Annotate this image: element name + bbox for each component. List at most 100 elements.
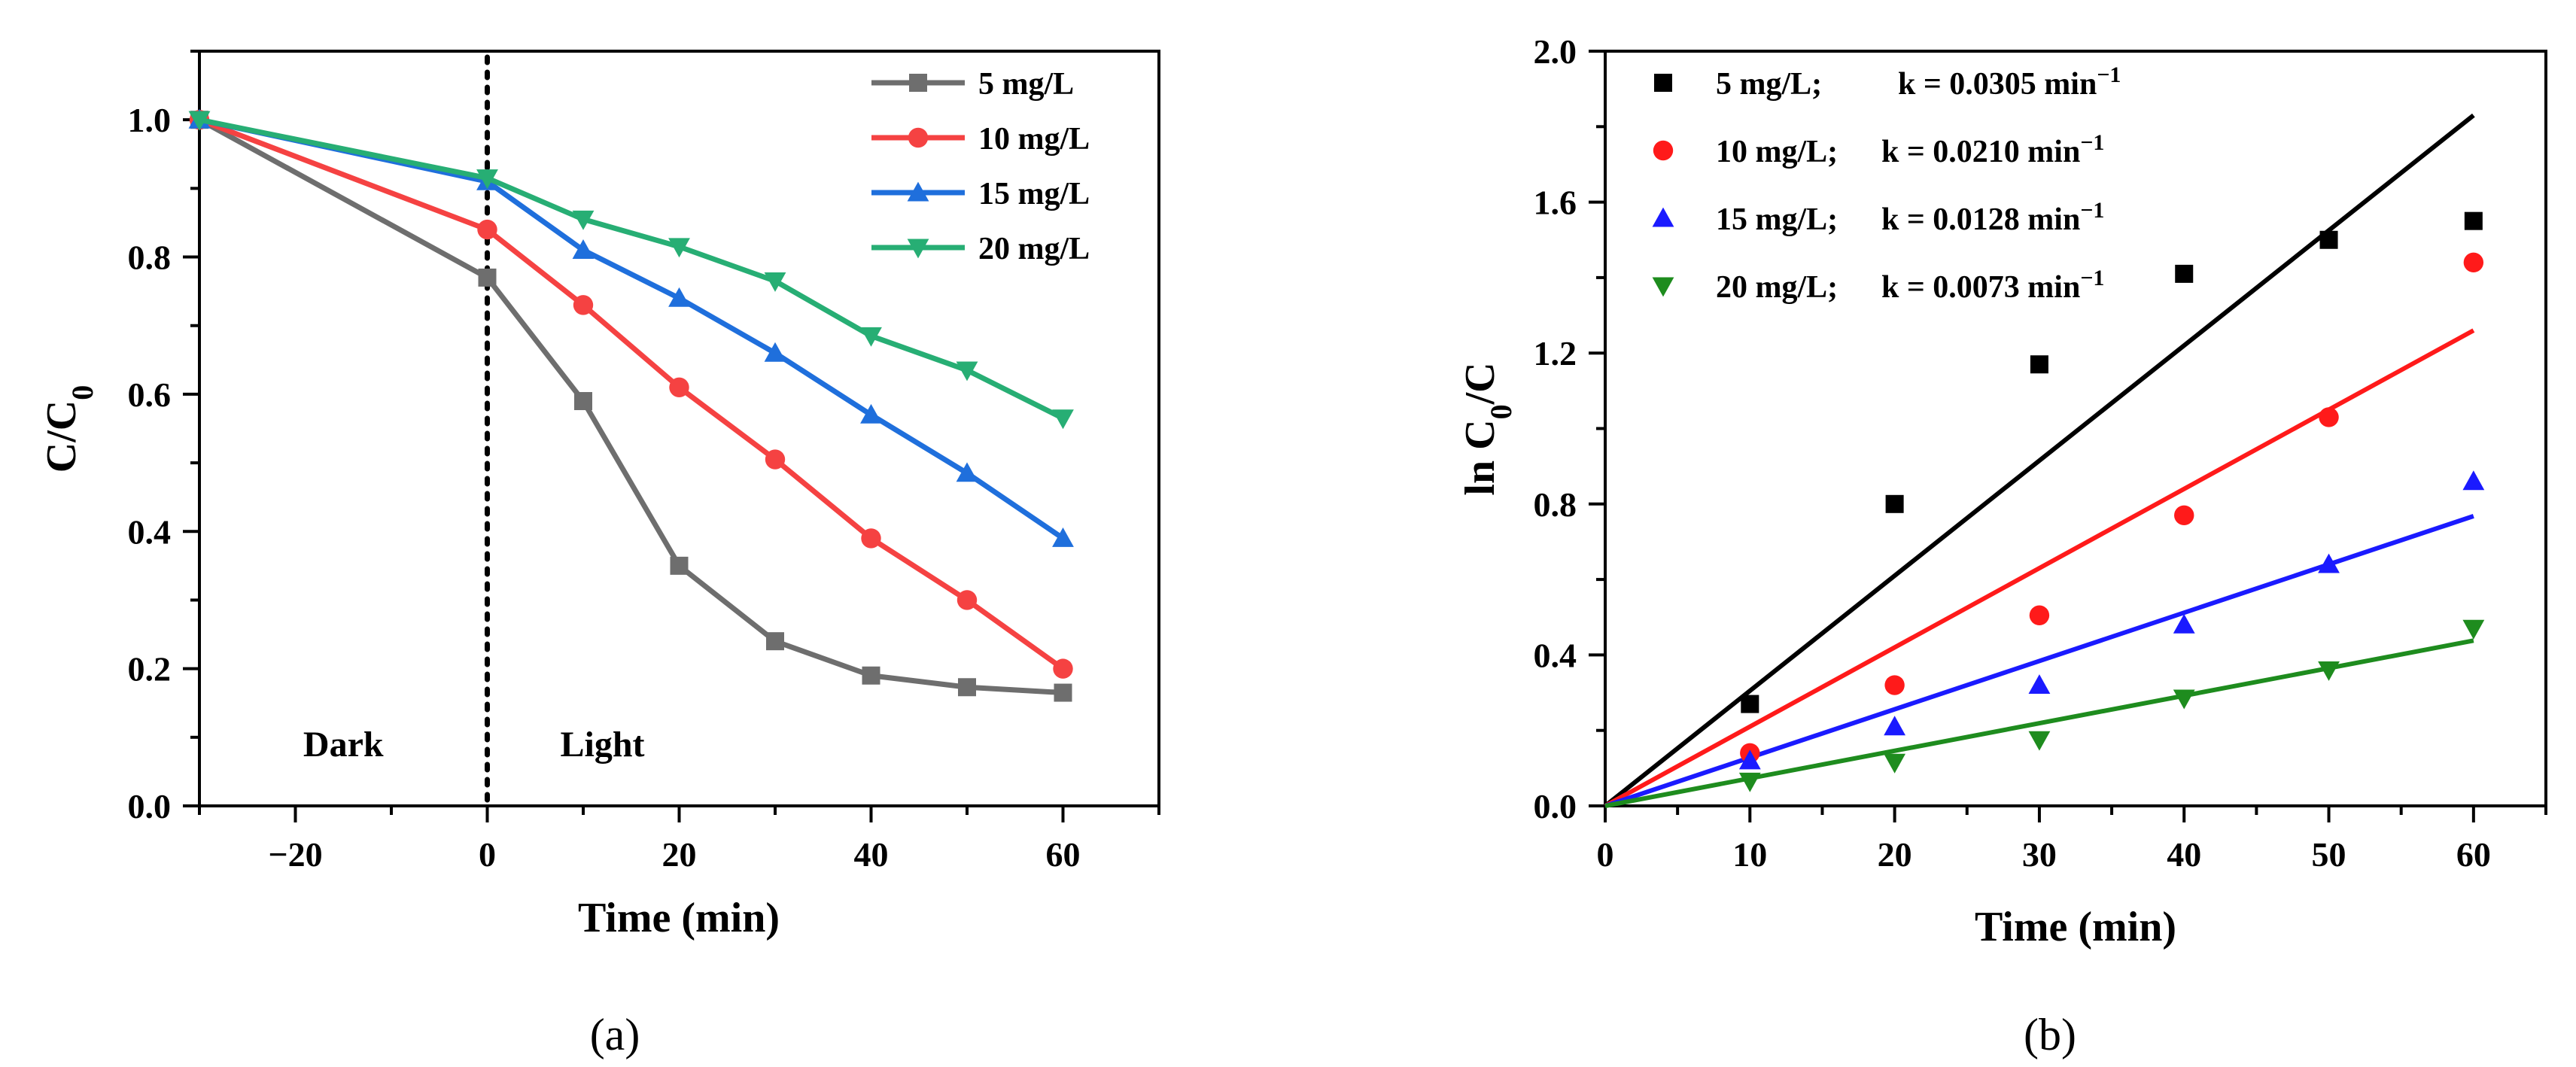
data-point-a	[860, 403, 882, 424]
panel-b: 0 10 20 30 40 50 60 0.0 0.4 0.8 1.2 1.6 2.0 5 mg/L; k…	[1457, 32, 2547, 1059]
y-tick-label-b: 0.8	[1534, 485, 1577, 524]
data-point-b	[2319, 407, 2339, 427]
data-point-a	[1052, 527, 1074, 547]
x-tick-label-b: 10	[1732, 835, 1767, 874]
plot-frame-a	[198, 50, 1160, 807]
x-axis-title-b: Time (min)	[1975, 904, 2176, 950]
data-point-a	[956, 361, 978, 382]
y-axis-title-b-sub: 0	[1484, 404, 1518, 419]
fit-line-b	[1604, 638, 2474, 808]
x-tick-label-a: −20	[268, 835, 322, 874]
y-axis-title-a: C/C0	[38, 385, 99, 473]
legend-k-exp-b: −1	[2097, 62, 2121, 87]
legend-a: 5 mg/L 10 mg/L 15 mg/L 20 mg/L	[871, 67, 1090, 266]
data-point-a	[670, 556, 689, 575]
legend-marker-a	[908, 127, 929, 148]
data-point-b	[2462, 619, 2485, 640]
data-point-b	[2029, 605, 2050, 625]
y-axis-title-b-main: ln C	[1457, 419, 1504, 495]
data-point-a	[764, 272, 786, 292]
y-tick-label-b: 0.0	[1534, 787, 1577, 825]
y-tick-label-a: 0.0	[128, 787, 172, 825]
series-line-a	[198, 117, 1065, 671]
data-point-b	[2028, 731, 2051, 751]
data-point-b	[1885, 494, 1904, 513]
legend-k-b: k = 0.0305 min−1	[1898, 62, 2121, 102]
legend-marker-b	[1654, 74, 1672, 92]
series-line-a	[199, 117, 1065, 421]
series-line-a	[199, 117, 1065, 541]
x-axis-title-a: Time (min)	[578, 895, 780, 941]
data-point-b	[2173, 613, 2195, 634]
data-point-a	[1052, 409, 1074, 430]
y-tick-label-a: 0.8	[128, 239, 172, 277]
data-point-b	[2319, 230, 2338, 249]
data-point-b	[2174, 505, 2194, 526]
legend-label-b: 20 mg/L;	[1716, 270, 1838, 305]
fit-line-b	[1604, 514, 2474, 808]
tick-marks-b	[1589, 50, 2547, 822]
y-axis-title-b: ln C0/C	[1457, 362, 1518, 495]
y-axis-title-b-tail: /C	[1457, 362, 1504, 405]
data-point-a	[862, 666, 880, 685]
data-point-a	[764, 342, 786, 362]
legend-label-a: 5 mg/L	[978, 67, 1074, 102]
series-line-a	[198, 117, 1063, 696]
data-point-a	[1053, 658, 1073, 679]
y-axis-title-a-main: C/C	[38, 400, 85, 473]
legend-marker-a	[909, 74, 927, 92]
caption-b: (b)	[2024, 1010, 2076, 1059]
x-tick-label-b: 50	[2312, 835, 2346, 874]
legend-marker-b	[1653, 140, 1674, 161]
y-tick-label-b: 2.0	[1534, 32, 1577, 71]
data-point-a	[188, 111, 211, 131]
legend-k-b: k = 0.0210 min−1	[1881, 130, 2104, 170]
y-axis-title-a-sub: 0	[65, 385, 99, 400]
x-tick-label-a: 60	[1046, 835, 1081, 874]
legend-k-exp-b: −1	[2080, 130, 2104, 155]
y-tick-label-a: 0.2	[128, 650, 172, 689]
data-point-a	[1054, 683, 1072, 702]
data-point-a	[573, 295, 594, 315]
tick-labels-a: −20 0 20 40 60 0.0 0.2 0.4 0.6 0.8 1.0	[128, 101, 1081, 874]
data-point-a	[574, 392, 592, 411]
data-point-a	[668, 287, 690, 307]
data-point-b	[2175, 264, 2194, 283]
y-tick-label-b: 1.6	[1534, 184, 1577, 222]
y-tick-label-a: 0.4	[128, 512, 172, 551]
data-point-b	[1741, 695, 1759, 713]
series-a	[188, 108, 1074, 702]
data-point-a	[958, 678, 976, 697]
legend-marker-a	[907, 181, 929, 202]
data-point-b	[1738, 749, 1761, 770]
data-point-b	[1884, 753, 1906, 774]
data-point-b	[2464, 211, 2483, 230]
legend-b: 5 mg/L; k = 0.0305 min−1 10 mg/L; k = 0.021…	[1652, 62, 2121, 306]
legend-marker-b	[1652, 277, 1674, 297]
data-point-b	[1884, 675, 1905, 695]
y-tick-label-a: 1.0	[128, 101, 172, 139]
fit-line-b	[1604, 113, 2475, 808]
legend-k-b: k = 0.0073 min−1	[1881, 266, 2104, 306]
region-label: Light	[560, 725, 644, 765]
data-point-b	[2462, 470, 2485, 491]
data-point-a	[477, 219, 497, 240]
x-tick-label-a: 40	[854, 835, 889, 874]
y-tick-label-a: 0.6	[128, 375, 172, 414]
legend-label-a: 20 mg/L	[978, 232, 1090, 266]
data-point-a	[476, 169, 498, 190]
data-point-b	[1738, 772, 1761, 792]
data-point-a	[765, 449, 786, 470]
legend-marker-a	[907, 239, 929, 259]
data-point-b	[1884, 716, 1906, 736]
data-point-a	[956, 590, 978, 610]
x-tick-label-a: 20	[662, 835, 697, 874]
data-point-b	[2030, 355, 2048, 374]
x-tick-label-b: 30	[2022, 835, 2057, 874]
data-point-a	[669, 377, 689, 397]
data-point-a	[478, 268, 497, 287]
legend-label-b: 5 mg/L;	[1716, 67, 1822, 102]
series-b	[1738, 211, 2485, 792]
legend-label-a: 15 mg/L	[978, 177, 1090, 211]
data-point-a	[766, 632, 784, 651]
